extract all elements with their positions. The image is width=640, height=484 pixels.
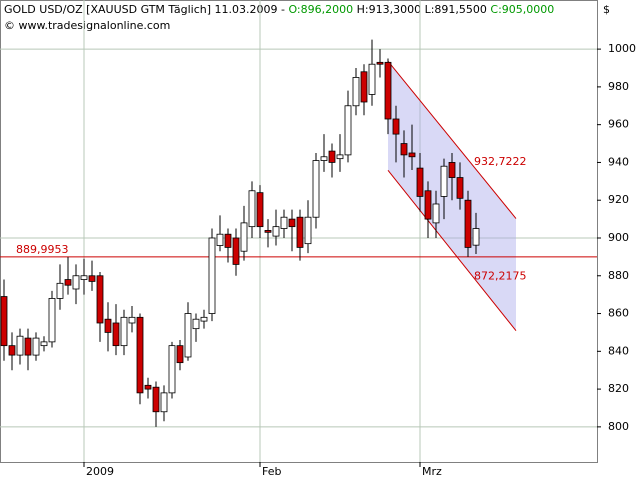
header-part: C:905,0000 (487, 3, 554, 16)
y-tick-label: 800 (608, 420, 629, 433)
candle-body (456, 177, 464, 199)
candle-body (296, 216, 304, 248)
candle-body (48, 298, 56, 343)
header-part: GOLD USD/OZ [XAUUSD GTM Täglich] 11.03.2… (4, 3, 288, 16)
candle-body (128, 316, 136, 324)
candle-body (312, 160, 320, 218)
candle-body (80, 275, 88, 280)
candle-body (416, 167, 424, 197)
candle-body (104, 318, 112, 333)
candle-body (424, 190, 432, 220)
y-tick-label: 900 (608, 231, 629, 244)
candle-body (160, 392, 168, 413)
candle-body (88, 275, 96, 282)
candle-body (24, 337, 32, 356)
candle-body (352, 77, 360, 107)
candle-body (328, 150, 336, 163)
candle-body (432, 203, 440, 224)
candle-body (392, 118, 400, 135)
candle-body (0, 296, 8, 347)
candle-body (440, 165, 448, 197)
candle-body (336, 154, 344, 160)
candle-body (248, 190, 256, 228)
y-tick-label: 1000 (608, 42, 636, 55)
y-tick-label: 960 (608, 118, 629, 131)
candle-body (264, 230, 272, 233)
candle-body (96, 275, 104, 324)
candle-body (120, 316, 128, 347)
y-tick-label: 880 (608, 269, 629, 282)
y-tick-label: 820 (608, 382, 629, 395)
x-tick-label: Mrz (422, 465, 442, 478)
candle-body (344, 105, 352, 156)
candle-body (280, 216, 288, 229)
candle-body (320, 156, 328, 161)
candle-body (136, 316, 144, 394)
channel-label: 872,2175 (474, 269, 527, 282)
candle-body (72, 275, 80, 290)
candle-body (168, 345, 176, 394)
channel-label: 932,7222 (474, 155, 527, 168)
candle-body (232, 237, 240, 265)
candle-body (184, 313, 192, 358)
candle-body (200, 316, 208, 322)
candle-body (224, 233, 232, 248)
candle-body (400, 143, 408, 156)
candle-body (256, 192, 264, 228)
y-tick-label: 860 (608, 307, 629, 320)
candle-body (408, 152, 416, 158)
header-part: O:896,2000 (288, 3, 353, 16)
candle-body (448, 162, 456, 178)
candle-body (464, 199, 472, 248)
candle-body (192, 318, 200, 330)
candle-body (64, 279, 72, 286)
candle-body (472, 228, 480, 246)
candle-body (112, 322, 120, 347)
candle-body (240, 222, 248, 252)
candle-body (16, 335, 24, 356)
candle-body (216, 233, 224, 246)
candle-body (360, 71, 368, 103)
candle-body (8, 345, 16, 356)
plot-frame (0, 0, 598, 463)
candle-body (40, 341, 48, 347)
candle-body (176, 345, 184, 364)
unit-label: $ (603, 3, 610, 16)
horizontal-line-label: 889,9953 (16, 243, 69, 256)
candle-body (376, 61, 384, 65)
y-tick-label: 980 (608, 80, 629, 93)
candle-body (368, 63, 376, 95)
candle-body (288, 218, 296, 228)
chart-header: GOLD USD/OZ [XAUUSD GTM Täglich] 11.03.2… (4, 3, 554, 16)
x-tick-label: 2009 (86, 465, 114, 478)
candle-body (304, 216, 312, 245)
candle-body (384, 61, 392, 120)
header-part: L:891,5500 (421, 3, 487, 16)
channel-line (387, 60, 517, 219)
y-tick-label: 920 (608, 193, 629, 206)
channel-line (387, 170, 517, 332)
header-part: H:913,3000 (353, 3, 421, 16)
candle-body (272, 226, 280, 237)
candle-body (32, 337, 40, 356)
watermark: © www.tradesignalonline.com (4, 19, 170, 32)
y-tick-label: 840 (608, 344, 629, 357)
y-tick-label: 940 (608, 155, 629, 168)
candle-body (208, 237, 216, 314)
x-tick-label: Feb (262, 465, 281, 478)
candle-body (144, 384, 152, 390)
candle-body (152, 386, 160, 413)
candle-body (56, 282, 64, 299)
